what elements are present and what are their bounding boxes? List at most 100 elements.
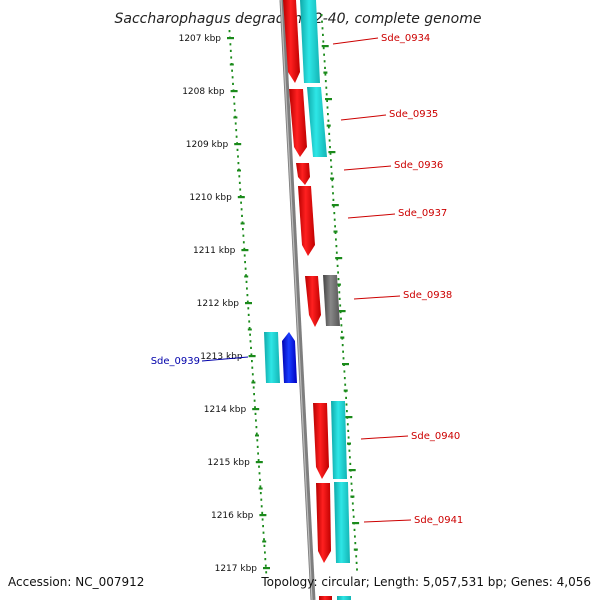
right-minor-tick — [330, 177, 335, 180]
genome-backbone-line — [279, 0, 316, 600]
axis-dot — [262, 525, 264, 528]
axis-dot — [330, 165, 333, 168]
gene-sde-0939-track-bar[interactable] — [264, 332, 280, 383]
gene-sde-0935-cds-arrow[interactable] — [289, 89, 307, 157]
axis-dot — [349, 462, 352, 465]
axis-dot — [234, 122, 237, 125]
gene-sde-0934-leader-line — [332, 37, 379, 45]
axis-dot — [336, 264, 339, 267]
axis-dot — [326, 106, 329, 109]
axis-dot — [325, 86, 328, 89]
axis-dot — [259, 485, 262, 488]
axis-dot — [243, 247, 246, 250]
gene-sde-0938-feature[interactable] — [305, 275, 340, 327]
gene-sde-0939-leader-line — [201, 356, 249, 362]
axis-dot — [249, 333, 251, 336]
axis-dot — [264, 558, 267, 561]
next-gene-feature-partial[interactable] — [319, 596, 351, 600]
axis-dot — [249, 340, 252, 343]
tick-label: 1217 kbp — [215, 564, 258, 574]
axis-dot — [352, 509, 355, 512]
axis-dot — [323, 60, 326, 63]
axis-dot — [346, 410, 348, 413]
axis-dot — [231, 69, 233, 72]
gene-sde-0938-cds-arrow[interactable] — [305, 276, 321, 327]
gene-sde-0934-label[interactable]: Sde_0934 — [381, 33, 430, 44]
axis-dot — [246, 300, 249, 303]
gene-sde-0938-track-bar[interactable] — [323, 275, 340, 326]
axis-dot — [228, 30, 231, 33]
gene-sde-0940-label[interactable]: Sde_0940 — [411, 431, 460, 442]
gene-sde-0935-feature[interactable] — [289, 87, 327, 157]
left-major-tick — [252, 408, 260, 411]
gene-sde-0937-cds-arrow[interactable] — [298, 186, 315, 256]
gene-sde-0941-label[interactable]: Sde_0941 — [414, 515, 463, 526]
gene-sde-0939-feature[interactable] — [264, 332, 297, 383]
gene-sde-0934-track-bar[interactable] — [300, 0, 320, 83]
axis-dot — [233, 109, 236, 112]
axis-dot — [248, 327, 251, 330]
gene-sde-0934-feature[interactable] — [283, 0, 320, 83]
tick-label: 1210 kbp — [189, 193, 232, 203]
axis-dot — [341, 330, 343, 333]
right-minor-tick — [333, 230, 338, 233]
gene-sde-0936-cds-arrow[interactable] — [296, 163, 310, 185]
gene-sde-0939-cds-arrow[interactable] — [282, 332, 297, 383]
axis-dot — [264, 551, 266, 554]
axis-dot — [235, 129, 238, 132]
gene-sde-0936-feature[interactable] — [296, 163, 310, 185]
axis-dot — [343, 377, 346, 380]
gene-sde-0941-track-bar[interactable] — [334, 482, 350, 563]
gene-sde-0941-cds-arrow[interactable] — [316, 483, 331, 563]
gene-sde-0937-feature[interactable] — [298, 186, 315, 256]
gene-sde-0939-label[interactable]: Sde_0939 — [151, 356, 200, 367]
right-minor-tick — [347, 442, 351, 445]
left-minor-tick — [237, 169, 241, 172]
next-gene-track-bar[interactable] — [337, 596, 351, 600]
axis-dot — [330, 172, 333, 175]
axis-dot — [255, 432, 258, 435]
axis-dot — [237, 155, 239, 158]
gene-sde-0938-label[interactable]: Sde_0938 — [403, 290, 452, 301]
axis-dot — [250, 346, 252, 349]
gene-sde-0940-feature[interactable] — [313, 401, 347, 479]
axis-dot — [351, 489, 353, 492]
axis-dot — [263, 538, 265, 541]
right-minor-tick — [343, 389, 348, 392]
axis-dot — [354, 542, 357, 545]
right-major-tick — [321, 45, 329, 48]
gene-sde-0940-track-bar[interactable] — [331, 401, 347, 479]
axis-dot — [332, 198, 335, 201]
axis-dot — [350, 476, 352, 479]
left-minor-tick — [229, 63, 234, 66]
axis-dot — [242, 241, 245, 244]
axis-dot — [254, 406, 256, 409]
axis-dot — [257, 459, 260, 462]
gene-sde-0935-label[interactable]: Sde_0935 — [389, 109, 438, 120]
gene-sde-0941-feature[interactable] — [316, 482, 350, 563]
next-gene-cds-arrow[interactable] — [319, 596, 332, 600]
right-major-tick — [335, 257, 343, 260]
left-minor-tick — [255, 434, 259, 437]
tick-label: 1215 kbp — [207, 458, 250, 468]
axis-dot — [256, 445, 259, 448]
axis-dot — [345, 403, 348, 406]
axis-dot — [251, 366, 254, 369]
left-major-tick — [230, 90, 238, 93]
left-major-tick — [227, 37, 234, 40]
gene-sde-0936-label[interactable]: Sde_0936 — [394, 160, 443, 171]
axis-dot — [233, 102, 236, 105]
gene-sde-0934-cds-arrow[interactable] — [283, 0, 300, 83]
axis-dot — [242, 228, 244, 231]
gene-sde-0940-cds-arrow[interactable] — [313, 403, 329, 479]
left-major-tick — [248, 355, 256, 358]
axis-dot — [322, 33, 324, 36]
axis-dot — [337, 278, 340, 281]
axis-dot — [248, 320, 251, 323]
axis-dot — [231, 76, 234, 79]
axis-dot — [352, 515, 355, 518]
axis-dot — [327, 119, 330, 122]
axis-dot — [240, 201, 242, 204]
gene-sde-0937-label[interactable]: Sde_0937 — [398, 208, 447, 219]
gene-sde-0935-track-bar[interactable] — [307, 87, 327, 157]
